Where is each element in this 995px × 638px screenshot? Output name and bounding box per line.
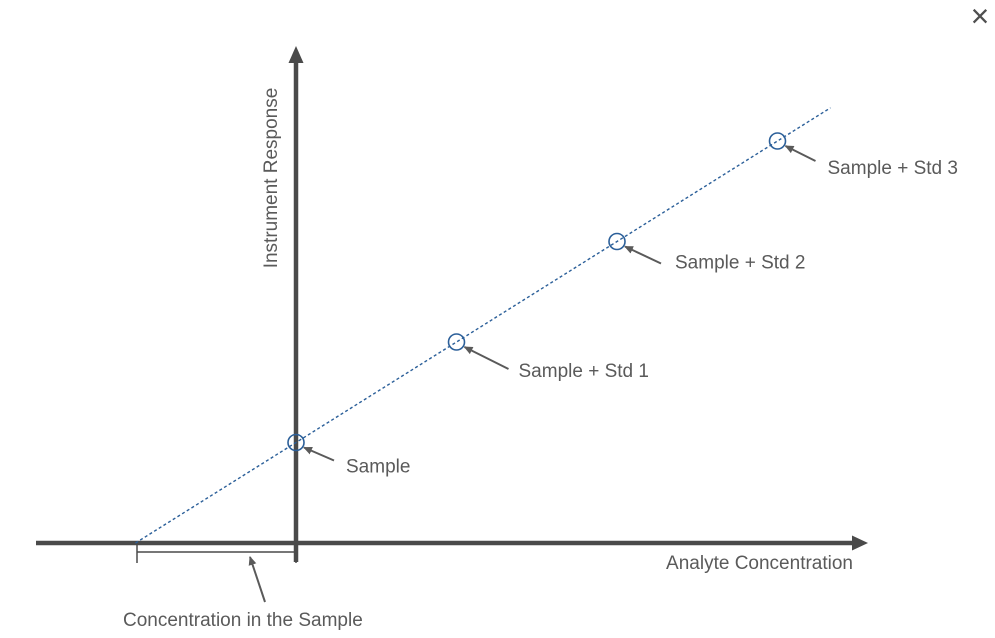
point-label: Sample	[346, 457, 410, 478]
point-label-arrow	[303, 446, 335, 462]
data-point	[608, 232, 626, 251]
point-label-arrow	[624, 245, 662, 265]
point-label-arrow	[784, 145, 816, 162]
x-axis-arrowhead	[852, 535, 868, 551]
data-point	[447, 333, 466, 351]
fit-line	[135, 107, 831, 544]
data-point	[287, 433, 305, 452]
data-points-layer	[287, 132, 787, 452]
close-icon: ×	[970, 0, 990, 34]
fit-line-layer	[135, 107, 831, 544]
point-label: Sample + Std 3	[828, 158, 958, 179]
data-point	[768, 132, 787, 150]
concentration-annotation: Concentration in the Sample	[123, 610, 363, 631]
point-labels-layer: Sample Sample + Std 1 Sample + Std 2 Sample…	[303, 145, 958, 478]
bracket-pointer-arrow	[248, 556, 266, 603]
axes-group	[36, 46, 868, 562]
point-label: Sample + Std 1	[519, 361, 649, 382]
close-button[interactable]: ×	[962, 0, 995, 32]
x-axis-label: Analyte Concentration	[666, 553, 853, 574]
concentration-bracket	[136, 541, 297, 603]
y-axis-label: Instrument Response	[261, 88, 282, 269]
point-label: Sample + Std 2	[675, 253, 805, 274]
y-axis-arrowhead	[288, 46, 304, 63]
point-label-arrow	[463, 346, 509, 370]
